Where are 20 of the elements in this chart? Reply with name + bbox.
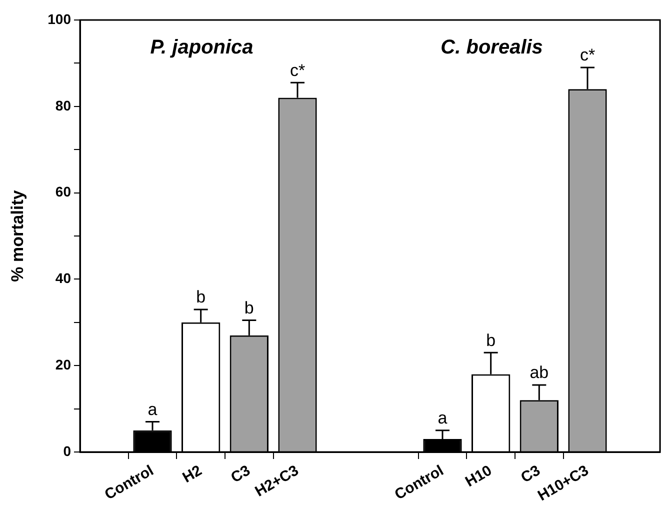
y-tick-label: 20 [55,356,72,372]
y-tick-label: 80 [55,97,72,114]
data-label: b [196,288,206,307]
x-tick-label: H10 [462,462,495,491]
annotation: P. japonica [150,36,254,59]
y-tick-label: 40 [55,270,72,286]
data-label: b [244,298,254,318]
data-label: c* [580,46,596,65]
y-tick-label: 100 [48,10,72,27]
y-tick-label: 0 [63,442,72,459]
annotation: C. borealis [440,36,543,59]
data-label: a [148,400,158,419]
data-label: c* [290,60,306,80]
y-tick-label: 60 [55,184,72,200]
x-tick-label: C3 [228,462,254,486]
data-label: ab [530,363,549,382]
data-label: b [486,330,496,350]
x-tick-label: H2 [180,462,205,486]
data-label: a [438,408,448,428]
y-axis-title: % mortality [8,190,27,282]
